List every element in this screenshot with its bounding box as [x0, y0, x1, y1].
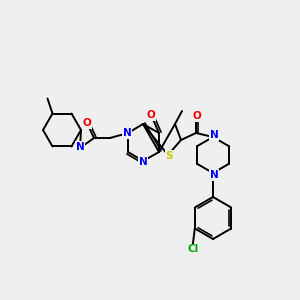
Text: N: N: [76, 142, 84, 152]
Text: O: O: [193, 111, 201, 121]
Text: Cl: Cl: [187, 244, 198, 254]
Text: O: O: [147, 110, 155, 120]
Text: N: N: [210, 130, 218, 140]
Text: N: N: [123, 128, 131, 138]
Text: O: O: [82, 118, 91, 128]
Text: N: N: [210, 170, 218, 180]
Text: S: S: [165, 151, 173, 161]
Text: N: N: [139, 157, 147, 167]
